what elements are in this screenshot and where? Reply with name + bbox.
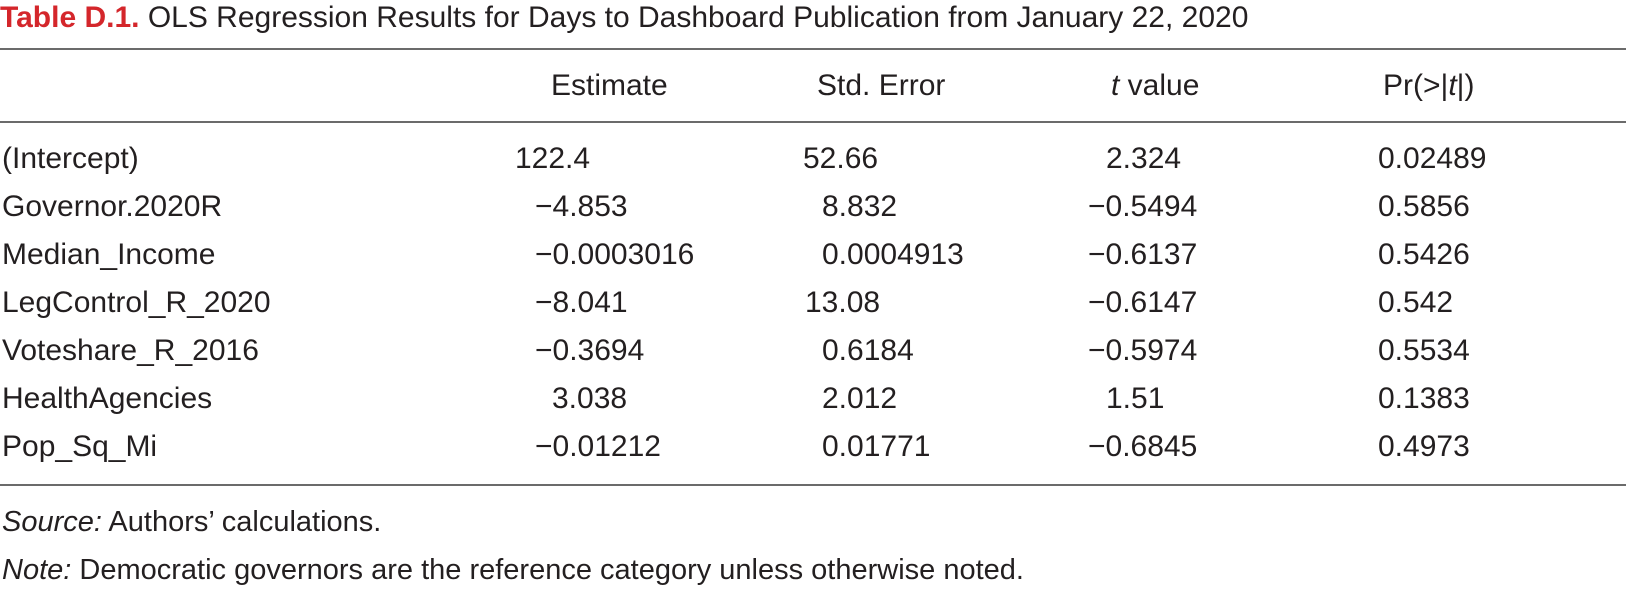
row-p-value: 0.5426: [1378, 238, 1470, 271]
source-text: Authors’ calculations.: [101, 506, 382, 538]
row-t-value: −0.5494: [1088, 190, 1198, 223]
pr-prefix: Pr(>|: [1383, 69, 1449, 102]
row-term: Governor.2020R: [2, 190, 223, 223]
row-estimate: −8.041: [535, 286, 628, 319]
col-header-p-value: Pr(>|t|): [1383, 66, 1474, 106]
row-p-value: 0.1383: [1378, 382, 1470, 415]
row-estimate: −4.853: [535, 190, 628, 223]
source-note: Source: Authors’ calculations.: [2, 502, 381, 542]
pr-t-italic: t: [1448, 69, 1457, 102]
row-p-value: 0.5856: [1378, 190, 1470, 223]
row-std-error: 13.08: [805, 286, 881, 319]
t-italic: t: [1111, 69, 1120, 102]
row-term: Voteshare_R_2016: [2, 334, 259, 367]
col-header-estimate: Estimate: [551, 69, 668, 102]
row-t-value: −0.5974: [1088, 334, 1198, 367]
top-rule: [0, 48, 1626, 50]
bottom-rule: [0, 484, 1626, 486]
row-estimate: 122.4: [515, 142, 591, 175]
row-p-value: 0.542: [1378, 286, 1454, 319]
header-rule: [0, 121, 1626, 123]
row-p-value: 0.02489: [1378, 142, 1487, 175]
col-header-std-error: Std. Error: [817, 69, 946, 102]
row-estimate: −0.01212: [535, 430, 661, 463]
table-label: Table D.1.: [0, 1, 140, 34]
row-term: (Intercept): [2, 142, 139, 175]
source-label: Source:: [2, 506, 102, 538]
row-std-error: 8.832: [822, 190, 898, 223]
row-term: Median_Income: [2, 238, 216, 271]
row-std-error: 52.66: [803, 142, 879, 175]
table-note: Note: Democratic governors are the refer…: [2, 550, 1024, 590]
col-header-t-value: t value: [1111, 66, 1199, 106]
row-t-value: −0.6845: [1088, 430, 1198, 463]
row-std-error: 2.012: [822, 382, 898, 415]
row-estimate: −0.0003016: [535, 238, 695, 271]
row-term: Pop_Sq_Mi: [2, 430, 158, 463]
row-term: LegControl_R_2020: [2, 286, 271, 319]
row-p-value: 0.4973: [1378, 430, 1470, 463]
row-estimate: −0.3694: [535, 334, 645, 367]
row-p-value: 0.5534: [1378, 334, 1470, 367]
row-t-value: −0.6137: [1088, 238, 1198, 271]
t-value-rest: value: [1119, 69, 1200, 102]
table-title: Table D.1. OLS Regression Results for Da…: [0, 0, 1248, 36]
row-std-error: 0.01771: [822, 430, 931, 463]
row-t-value: −0.6147: [1088, 286, 1198, 319]
note-text: Democratic governors are the reference c…: [71, 554, 1024, 586]
row-t-value: 2.324: [1106, 142, 1182, 175]
row-term: HealthAgencies: [2, 382, 213, 415]
row-std-error: 0.0004913: [822, 238, 964, 271]
row-std-error: 0.6184: [822, 334, 914, 367]
note-label: Note:: [2, 554, 72, 586]
row-estimate: 3.038: [552, 382, 628, 415]
pr-suffix: |): [1456, 69, 1475, 102]
row-t-value: 1.51: [1106, 382, 1165, 415]
table-caption: OLS Regression Results for Days to Dashb…: [139, 1, 1249, 34]
